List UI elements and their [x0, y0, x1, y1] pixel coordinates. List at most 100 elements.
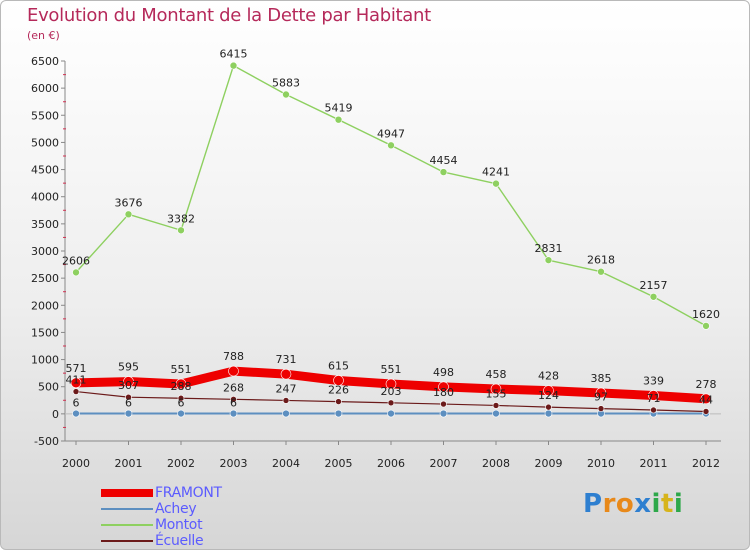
brand-logo: Proxiti: [583, 489, 683, 519]
brand-letter: i: [673, 489, 684, 519]
point-achey: [72, 409, 80, 418]
point-framont: [438, 381, 449, 393]
data-label-framont: 551: [171, 363, 192, 376]
data-label-framont: 731: [276, 353, 297, 366]
point-framont: [228, 365, 239, 377]
data-label-framont: 571: [66, 362, 87, 375]
point-ecuelle: [282, 397, 290, 404]
data-label-montot: 2831: [535, 242, 563, 255]
x-tick-label: 2006: [377, 457, 405, 470]
point-ecuelle: [650, 406, 657, 414]
y-tick-label: -500: [34, 435, 59, 448]
data-label-framont: 385: [591, 372, 612, 385]
data-label-ecuelle: 307: [118, 379, 139, 392]
point-ecuelle: [597, 405, 605, 412]
legend: FRAMONT Achey Montot Écuelle: [101, 485, 301, 549]
point-framont: [385, 378, 397, 390]
y-tick-label: 500: [38, 381, 59, 394]
point-achey: [177, 409, 185, 418]
point-montot: [72, 268, 80, 277]
point-framont: [595, 387, 607, 399]
data-label-framont: 339: [643, 374, 664, 387]
point-montot: [649, 292, 658, 301]
point-montot: [492, 179, 500, 188]
legend-swatch-ecuelle: [101, 540, 153, 542]
point-montot: [544, 256, 553, 264]
point-achey: [544, 409, 553, 418]
point-framont: [123, 376, 134, 387]
point-achey: [229, 409, 238, 418]
legend-item-achey: Achey: [101, 501, 301, 517]
brand-letter: o: [615, 489, 635, 519]
legend-item-ecuelle: Écuelle: [101, 533, 301, 549]
y-tick-label: 5500: [31, 109, 59, 122]
data-label-montot: 5883: [272, 76, 300, 89]
data-label-ecuelle: 411: [66, 374, 87, 387]
data-label-ecuelle: 97: [594, 391, 608, 404]
point-ecuelle: [230, 396, 237, 403]
x-tick-label: 2007: [430, 457, 458, 470]
point-montot: [229, 61, 238, 70]
data-label-framont: 428: [538, 370, 559, 383]
brand-letter: r: [602, 489, 616, 519]
data-label-montot: 6415: [220, 48, 248, 61]
data-label-montot: 5419: [325, 102, 353, 115]
point-ecuelle: [702, 408, 710, 415]
point-framont: [648, 390, 659, 401]
x-tick-label: 2003: [220, 457, 248, 470]
point-framont: [280, 368, 292, 380]
data-label-framont: 498: [433, 366, 454, 379]
legend-label-framont: FRAMONT: [155, 485, 222, 501]
brand-letter: i: [651, 489, 661, 519]
point-montot: [702, 322, 710, 330]
point-ecuelle: [72, 388, 80, 395]
x-tick-label: 2012: [692, 457, 720, 470]
x-tick-label: 2000: [62, 457, 90, 470]
y-tick-label: 2500: [31, 272, 59, 285]
data-label-ecuelle: 247: [276, 382, 297, 395]
x-tick-label: 2004: [272, 457, 300, 470]
data-label-montot: 1620: [692, 308, 720, 321]
point-ecuelle: [492, 402, 500, 409]
y-tick-label: 4500: [31, 164, 59, 177]
legend-swatch-framont: [101, 489, 153, 497]
y-tick-label: 4000: [31, 191, 59, 204]
legend-label-ecuelle: Écuelle: [155, 533, 204, 549]
point-framont: [333, 375, 344, 386]
data-label-montot: 2606: [62, 254, 90, 267]
y-tick-label: 1000: [31, 354, 59, 367]
y-tick-label: 5000: [31, 136, 59, 149]
point-ecuelle: [177, 394, 185, 402]
legend-label-montot: Montot: [155, 517, 203, 533]
data-label-framont: 551: [381, 363, 402, 376]
data-label-montot: 3382: [167, 212, 195, 225]
point-framont: [175, 378, 187, 390]
point-montot: [177, 226, 185, 235]
y-tick-label: 6000: [31, 82, 59, 95]
x-tick-label: 2011: [640, 457, 668, 470]
x-tick-label: 2008: [482, 457, 510, 470]
data-label-ecuelle: 268: [223, 381, 244, 394]
data-label-ecuelle: 44: [699, 393, 713, 406]
data-label-ecuelle: 288: [171, 380, 192, 393]
y-tick-label: 2000: [31, 299, 59, 312]
point-montot: [124, 210, 133, 219]
x-tick-label: 2010: [587, 457, 615, 470]
data-label-ecuelle: 203: [381, 385, 402, 398]
data-label-achey: 6: [230, 397, 237, 410]
y-tick-label: 1500: [31, 326, 59, 339]
data-label-montot: 2618: [587, 254, 615, 267]
x-tick-label: 2009: [535, 457, 563, 470]
brand-letter: t: [660, 489, 674, 519]
point-montot: [439, 168, 448, 176]
point-ecuelle: [545, 403, 552, 411]
y-tick-label: 3000: [31, 245, 59, 258]
data-label-ecuelle: 155: [486, 387, 507, 400]
point-montot: [597, 267, 605, 276]
data-label-montot: 4454: [430, 154, 458, 167]
point-framont: [700, 393, 712, 405]
data-label-montot: 3676: [115, 196, 143, 209]
y-tick-label: 3500: [31, 218, 59, 231]
data-label-framont: 615: [328, 359, 349, 372]
